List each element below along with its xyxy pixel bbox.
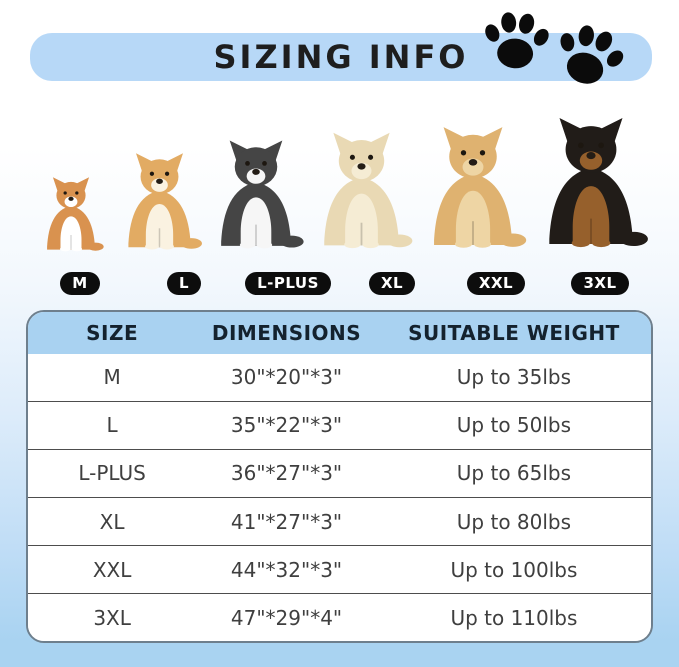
column-header-suitable-weight: SUITABLE WEIGHT — [376, 312, 651, 354]
sizing-table: SIZE DIMENSIONS SUITABLE WEIGHT M 30"*20"… — [28, 312, 651, 641]
size-label-column: M — [28, 272, 132, 295]
weight-cell: Up to 100lbs — [376, 545, 651, 594]
size-label-column: XXL — [444, 272, 548, 295]
table-row: XXL 44"*32"*3" Up to 100lbs — [28, 545, 651, 594]
shiba-inu-illustration — [128, 153, 202, 250]
dog-column — [114, 144, 205, 258]
table-row: XL 41"*27"*3" Up to 80lbs — [28, 497, 651, 546]
paw-print-icon — [485, 12, 549, 69]
dog-shape — [47, 177, 104, 252]
size-cell: L-PLUS — [28, 449, 197, 498]
dimensions-cell: 30"*20"*3" — [196, 354, 377, 402]
table-row: 3XL 47"*29"*4" Up to 110lbs — [28, 593, 651, 641]
weight-cell: Up to 50lbs — [376, 401, 651, 450]
paw-print-icon — [560, 25, 624, 84]
size-pill: XXL — [466, 272, 526, 295]
size-label-column: 3XL — [548, 272, 652, 295]
sizing-table-card: SIZE DIMENSIONS SUITABLE WEIGHT M 30"*20"… — [26, 310, 653, 643]
table-row: L-PLUS 36"*27"*3" Up to 65lbs — [28, 449, 651, 498]
size-cell: XL — [28, 497, 197, 546]
size-label-column: XL — [340, 272, 444, 295]
size-labels-row: M L L-PLUS XL XXL 3XL — [28, 272, 652, 295]
corgi-illustration — [47, 177, 104, 252]
table-row: L 35"*22"*3" Up to 50lbs — [28, 401, 651, 450]
weight-cell: Up to 65lbs — [376, 449, 651, 498]
dog-column — [307, 122, 416, 258]
weight-cell: Up to 35lbs — [376, 354, 651, 402]
dog-shape — [128, 153, 202, 250]
size-cell: M — [28, 354, 197, 402]
header-bar: SIZING INFO — [30, 33, 652, 81]
paw-prints-decoration — [477, 0, 637, 96]
dog-column — [205, 130, 307, 258]
weight-cell: Up to 110lbs — [376, 593, 651, 641]
size-pill: XL — [368, 272, 416, 295]
size-pill: L-PLUS — [245, 272, 331, 295]
paw-print-shape — [560, 25, 624, 84]
size-pill: M — [60, 272, 100, 295]
dog-shape — [549, 117, 648, 248]
dimensions-cell: 36"*27"*3" — [196, 449, 377, 498]
dimensions-cell: 47"*29"*4" — [196, 593, 377, 641]
table-row: M 30"*20"*3" Up to 35lbs — [28, 354, 651, 402]
dog-shape — [434, 127, 527, 248]
labrador-illustration — [324, 132, 413, 249]
dog-shape — [221, 140, 304, 249]
page-title: SIZING INFO — [213, 38, 469, 76]
dog-shape — [324, 132, 413, 249]
dog-column — [28, 170, 114, 258]
column-header-dimensions: DIMENSIONS — [196, 312, 377, 354]
size-pill: L — [166, 272, 202, 295]
size-label-column: L-PLUS — [236, 272, 340, 295]
size-cell: XXL — [28, 545, 197, 594]
dog-column — [416, 116, 530, 258]
size-label-column: L — [132, 272, 236, 295]
paw-print-shape — [485, 12, 549, 69]
border-collie-illustration — [221, 140, 304, 249]
table-header-row: SIZE DIMENSIONS SUITABLE WEIGHT — [28, 312, 651, 354]
size-cell: L — [28, 401, 197, 450]
doberman-illustration — [549, 117, 648, 248]
table-body: M 30"*20"*3" Up to 35lbs L 35"*22"*3" Up to 5… — [28, 354, 651, 641]
size-cell: 3XL — [28, 593, 197, 641]
golden-retriever-illustration — [434, 127, 527, 248]
dimensions-cell: 41"*27"*3" — [196, 497, 377, 546]
dimensions-cell: 35"*22"*3" — [196, 401, 377, 450]
dog-column — [530, 106, 652, 258]
column-header-size: SIZE — [28, 312, 197, 354]
weight-cell: Up to 80lbs — [376, 497, 651, 546]
dimensions-cell: 44"*32"*3" — [196, 545, 377, 594]
dogs-row — [28, 112, 652, 258]
size-pill: 3XL — [571, 272, 629, 295]
